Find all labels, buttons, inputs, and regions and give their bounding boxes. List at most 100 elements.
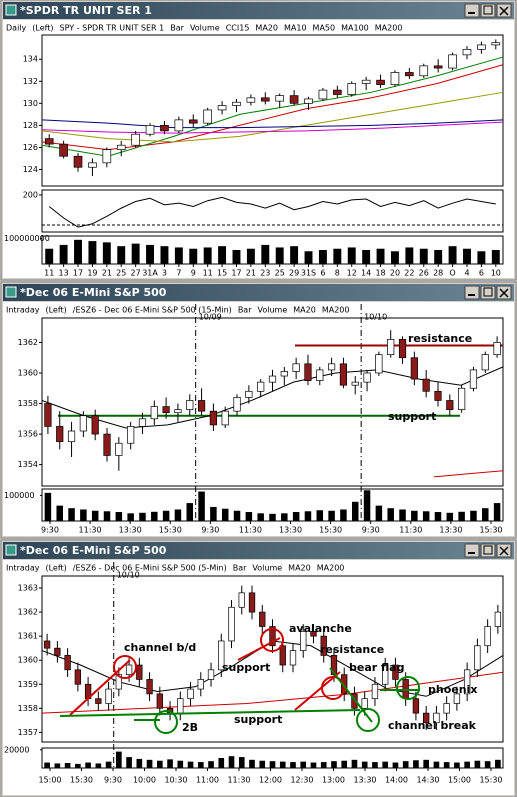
volume-bar [382,761,389,768]
x-tick-label: 25 [275,269,285,278]
candle-body [494,611,502,627]
y-tick-label: 134 [23,55,38,64]
volume-bar [387,508,394,521]
candle-body [433,712,440,724]
volume-bar [281,513,288,521]
minimize-button[interactable] [464,285,480,300]
annotation-circle [154,710,178,734]
volume-bar [45,248,54,264]
x-tick-label: 17 [73,269,83,278]
close-glyph [499,288,509,298]
volume-bar [85,762,91,768]
volume-bar [257,513,264,521]
annotation: 2B [182,721,198,734]
volume-bar [238,757,245,768]
volume-bar [64,763,71,768]
candle-body [333,89,342,95]
indicator-line [48,196,496,228]
y-tick-label: 126 [23,143,38,152]
y-tick-label: 100000000 [4,234,50,243]
volume-bar [275,247,284,264]
candle-body [74,669,82,685]
candle-body [419,65,429,77]
candle-body [245,390,253,398]
volume-bar [115,512,123,521]
annotation-circle [356,708,380,732]
volume-bar [340,509,347,521]
volume-bar [446,512,454,521]
candle-body [481,354,489,371]
volume-bar [304,511,312,521]
volume-bar [419,248,428,264]
volume-bar [95,763,102,768]
y-tick-label: 1362 [18,338,38,347]
candle-body [318,89,328,100]
volume-bar [210,506,217,521]
candle-body [233,397,241,412]
x-tick-label: 14:00 [385,776,408,785]
volume-bar [474,760,481,768]
y-tick-label: 1360 [18,368,38,377]
candle-body [289,95,299,104]
moving-average [41,119,504,129]
y-tick-label: 1360 [18,656,38,665]
y-tick-label: 1356 [18,430,38,439]
close-glyph [499,6,509,16]
volume-bar [495,759,501,768]
candle-body [310,630,317,637]
volume-bar [464,761,470,768]
volume-bar [372,762,378,768]
candle-body [197,400,206,412]
annotation-line [329,667,373,723]
volume-bar [290,246,299,264]
candle-body [304,98,313,104]
volume-bar [482,508,489,521]
candle-body [56,426,64,443]
candle-body [221,410,229,426]
candle-body [292,363,300,372]
window-title: *Dec 06 E-Mini S&P 500 [20,286,167,299]
x-tick-label: 12:30 [290,776,313,785]
volume-bar [88,241,97,264]
volume-bar [203,247,212,264]
x-tick-label: 15 [217,269,227,278]
x-tick-label: 9 [191,269,196,278]
volume-bar [390,251,399,264]
minimize-button[interactable] [464,3,480,18]
candle-body [197,679,204,690]
y-tick-label: 1363 [18,584,38,593]
candle-body [218,640,225,671]
price-panel [41,317,504,487]
volume-bar [127,513,134,521]
x-tick-label: 10:30 [164,776,187,785]
candle-body [150,406,158,420]
legend-item: (Left) [45,306,66,315]
x-tick-label: 27 [131,269,141,278]
candle-body [469,369,478,389]
candle-body [398,339,407,359]
x-tick-label: 11:30 [399,526,422,535]
minimize-button[interactable] [464,543,480,558]
candle-body [422,712,430,724]
volume-bar [259,760,266,768]
volume-bar [320,762,327,768]
legend-item: Volume [258,306,288,315]
x-tick-label: 17 [231,269,241,278]
volume-bar [328,510,335,521]
candle-body [146,679,153,695]
legend-item: CCI15 [226,24,250,33]
volume-bar [146,244,155,264]
price-panel [41,34,504,187]
volume-bar [443,762,450,768]
candle-body [260,97,270,102]
annotation-circle [396,676,420,700]
x-tick-label: 13:30 [353,776,376,785]
annotation: support [222,661,270,674]
candle-body [105,688,112,704]
maximize-glyph [483,545,493,555]
x-tick-label: 15:30 [159,526,182,535]
legend-item: MA200 [322,306,350,315]
volume-bar [232,250,241,264]
candle-body [275,95,285,102]
